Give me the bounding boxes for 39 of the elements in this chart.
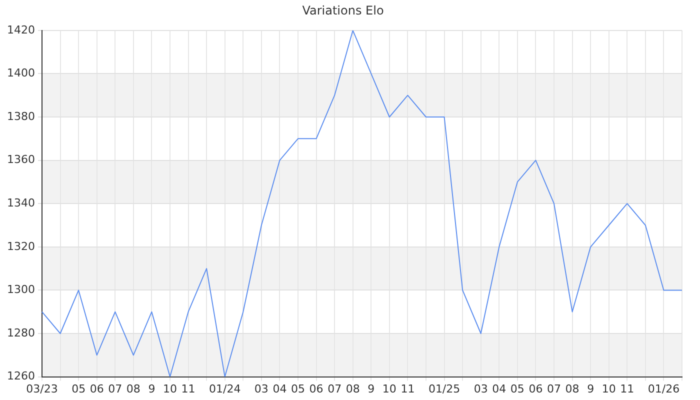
x-tick-label: 11 [181, 382, 196, 396]
x-tick-label: 9 [587, 382, 594, 396]
x-tick-label: 08 [126, 382, 140, 396]
x-tick-label: 11 [400, 382, 415, 396]
y-tick-label: 1320 [6, 240, 35, 253]
x-tick-label: 01/25 [428, 382, 460, 396]
y-tick-label: 1260 [6, 370, 35, 383]
x-tick-label: 03/23 [26, 382, 58, 396]
x-tick-label: 05 [290, 382, 305, 396]
x-tick-label: 07 [108, 382, 122, 396]
x-tick-label: 07 [328, 382, 342, 396]
x-tick-label: 04 [492, 382, 506, 396]
y-tick-label: 1300 [6, 283, 35, 296]
y-tick-label: 1280 [6, 326, 35, 340]
x-tick-label: 9 [368, 382, 375, 396]
y-tick-label: 1360 [6, 153, 35, 166]
x-tick-label: 06 [90, 382, 104, 396]
x-tick-label: 01/26 [648, 382, 680, 396]
x-tick-label: 08 [346, 382, 360, 396]
y-tick-label: 1340 [6, 196, 35, 210]
x-tick-label: 10 [382, 382, 396, 396]
y-tick-label: 1400 [6, 66, 35, 80]
x-tick-label: 9 [148, 382, 156, 396]
y-tick-label: 1420 [6, 23, 35, 36]
x-tick-label: 06 [309, 382, 324, 396]
x-tick-label: 05 [510, 382, 524, 396]
x-tick-label: 06 [528, 382, 543, 396]
x-tick-label: 10 [162, 382, 177, 396]
x-tick-label: 11 [620, 382, 634, 396]
x-tick-label: 04 [272, 382, 287, 396]
chart-title: Variations Elo [302, 3, 384, 18]
y-tick-label: 1380 [6, 110, 35, 123]
x-tick-label: 03 [254, 382, 268, 396]
x-tick-label: 03 [474, 382, 488, 396]
x-tick-label: 10 [602, 382, 616, 396]
x-tick-label: 08 [565, 382, 580, 396]
x-tick-label: 01/24 [209, 382, 241, 396]
x-tick-label: 05 [72, 382, 86, 396]
x-tick-label: 07 [547, 382, 561, 396]
